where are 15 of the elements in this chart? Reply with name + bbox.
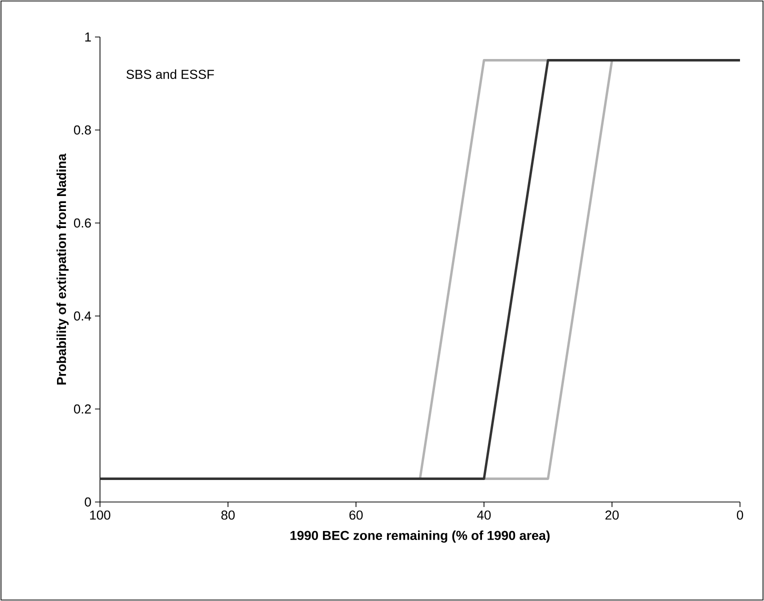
y-tick-label: 0.4 xyxy=(74,311,92,321)
x-tick-label: 0 xyxy=(736,510,744,520)
y-tick-label: 0.6 xyxy=(74,218,91,228)
annotation: SBS and ESSF xyxy=(126,69,214,79)
x-tick-label: 100 xyxy=(90,510,110,520)
y-tick-label: 0.8 xyxy=(74,125,91,135)
x-tick-label: 60 xyxy=(349,510,363,520)
y-tick-label: 0 xyxy=(84,497,91,507)
y-axis-title: Probability of extirpation from Nadina xyxy=(56,154,69,384)
y-tick-label: 0.2 xyxy=(74,404,91,414)
x-tick-label: 20 xyxy=(605,510,619,520)
x-tick-label: 40 xyxy=(477,510,491,520)
x-tick-label: 80 xyxy=(221,510,235,520)
y-tick-label: 1 xyxy=(85,32,91,42)
x-axis-title: 1990 BEC zone remaining (% of 1990 area) xyxy=(290,530,550,543)
